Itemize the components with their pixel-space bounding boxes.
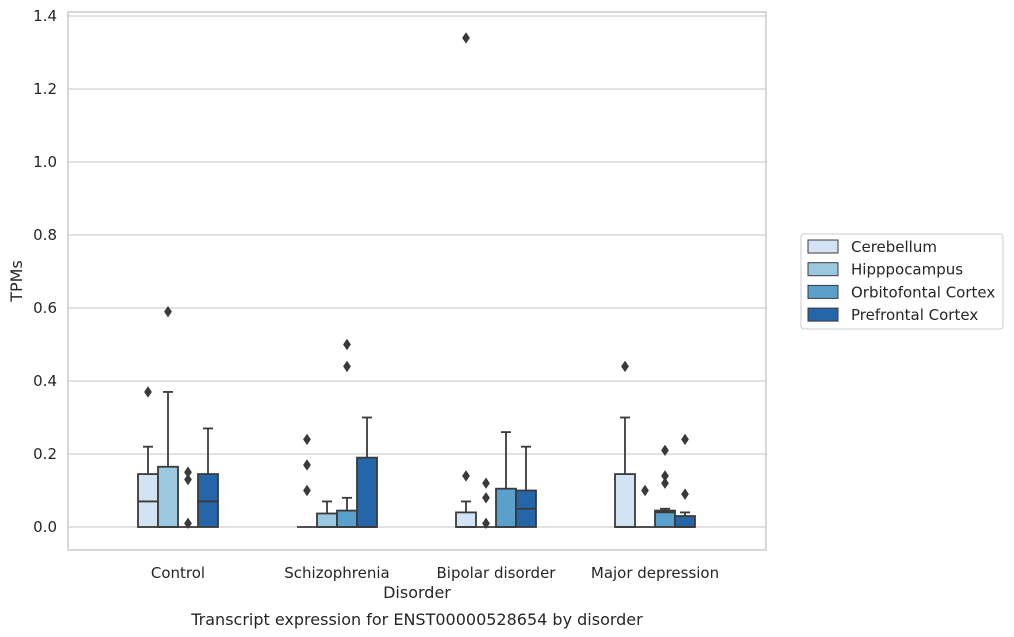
x-tick-label: Bipolar disorder bbox=[437, 564, 557, 582]
legend: Cerebellum Hipppocampus Orbitofontal Corte… bbox=[800, 233, 1004, 330]
legend-swatch bbox=[807, 239, 839, 254]
box-group bbox=[297, 433, 317, 528]
y-axis-ticks: 0.0 0.2 0.4 0.6 0.8 1.0 1.2 1.4 bbox=[33, 7, 57, 536]
outlier-point bbox=[482, 477, 490, 489]
y-axis-label: TPMs bbox=[7, 260, 26, 303]
y-tick-label: 1.0 bbox=[33, 153, 57, 171]
x-tick-label: Schizophrenia bbox=[284, 564, 389, 582]
outlier-point bbox=[343, 338, 351, 351]
x-tick-label: Control bbox=[151, 564, 205, 582]
box bbox=[197, 473, 219, 528]
y-tick-label: 1.4 bbox=[33, 7, 57, 25]
outlier-point bbox=[144, 386, 152, 398]
box bbox=[356, 456, 378, 528]
x-axis-label: Disorder bbox=[383, 583, 451, 602]
outlier-point bbox=[343, 360, 351, 373]
legend-label: Orbitofontal Cortex bbox=[851, 283, 995, 301]
legend-label: Hipppocampus bbox=[851, 261, 963, 279]
outlier-point bbox=[303, 459, 311, 471]
legend-swatch bbox=[807, 284, 839, 299]
box-group bbox=[614, 360, 636, 528]
gridlines bbox=[68, 15, 766, 528]
outlier-point bbox=[184, 517, 192, 530]
box bbox=[674, 515, 696, 528]
chart-caption: Transcript expression for ENST0000052865… bbox=[190, 610, 643, 629]
outlier-point bbox=[621, 360, 629, 373]
box-group bbox=[356, 416, 378, 528]
box-group bbox=[495, 431, 517, 528]
legend-swatch bbox=[807, 307, 839, 322]
boxplots bbox=[137, 32, 696, 530]
box-group bbox=[137, 386, 159, 528]
box-group bbox=[515, 445, 537, 528]
y-tick-label: 1.2 bbox=[33, 80, 57, 98]
box-group bbox=[455, 32, 477, 528]
outlier-point bbox=[303, 484, 311, 497]
box-group bbox=[157, 305, 179, 528]
box bbox=[455, 511, 477, 528]
outlier-point bbox=[303, 433, 311, 446]
outlier-point bbox=[661, 444, 669, 457]
legend-label: Cerebellum bbox=[851, 238, 937, 256]
box-group bbox=[178, 466, 198, 530]
legend-swatch bbox=[807, 262, 839, 277]
box-group bbox=[316, 500, 338, 528]
outlier-point bbox=[482, 492, 490, 504]
y-tick-label: 0.8 bbox=[33, 226, 57, 244]
box-group bbox=[197, 427, 219, 528]
outlier-point bbox=[184, 473, 192, 486]
box-group bbox=[674, 433, 696, 528]
x-tick-label: Major depression bbox=[591, 564, 719, 582]
box-group bbox=[336, 338, 358, 528]
legend-label: Prefrontal Cortex bbox=[851, 306, 978, 324]
outlier-point bbox=[164, 305, 172, 318]
box bbox=[336, 509, 358, 528]
box bbox=[157, 465, 179, 528]
y-tick-label: 0.0 bbox=[33, 518, 57, 536]
plot-frame bbox=[67, 11, 767, 551]
box-group bbox=[476, 477, 496, 530]
y-tick-label: 0.6 bbox=[33, 299, 57, 317]
box bbox=[137, 473, 159, 528]
outlier-point bbox=[482, 517, 490, 530]
x-axis-ticks: Control Schizophrenia Bipolar disorder Majo… bbox=[151, 564, 719, 582]
box-group bbox=[654, 444, 676, 528]
outlier-point bbox=[661, 477, 669, 489]
outlier-point bbox=[462, 32, 470, 44]
outlier-point bbox=[641, 484, 649, 497]
box bbox=[316, 512, 338, 528]
outlier-point bbox=[681, 488, 689, 500]
y-tick-label: 0.4 bbox=[33, 372, 57, 390]
box bbox=[495, 487, 517, 528]
box-group bbox=[635, 484, 655, 528]
outlier-point bbox=[462, 470, 470, 482]
legend-frame bbox=[800, 233, 1004, 330]
y-tick-label: 0.2 bbox=[33, 445, 57, 463]
box bbox=[614, 473, 636, 528]
outlier-point bbox=[681, 433, 689, 446]
